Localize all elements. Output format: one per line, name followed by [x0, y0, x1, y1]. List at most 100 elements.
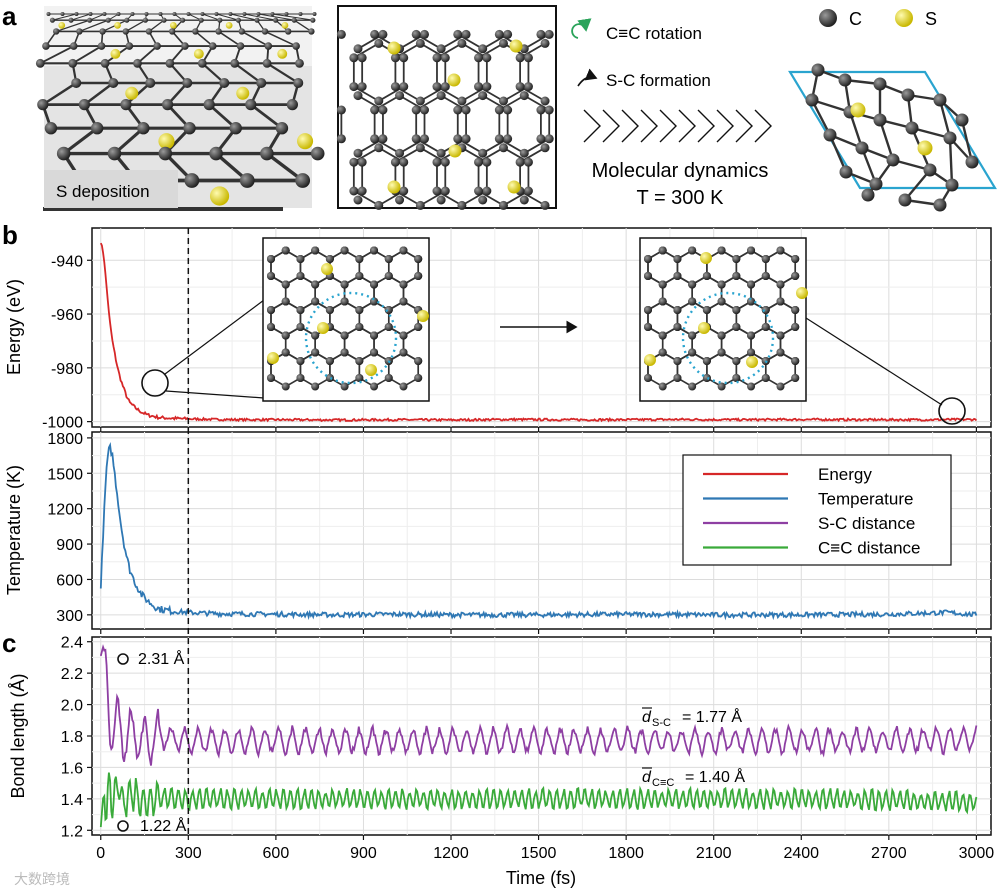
carbon-atom: [747, 348, 756, 357]
carbon-atom: [153, 42, 161, 50]
carbon-atom: [399, 280, 408, 289]
bond: [523, 94, 550, 111]
carbon-atom: [311, 280, 320, 289]
carbon-atom: [955, 113, 969, 127]
carbon-atom: [374, 143, 384, 153]
carbon-atom: [183, 122, 196, 135]
panel-letter-c: c: [2, 628, 16, 658]
sulfur-atom: [58, 21, 66, 29]
sc-mean-subscript: S-C: [652, 717, 671, 729]
bond: [218, 30, 241, 47]
sc-mean-label: d S-C = 1.77 Å: [642, 707, 742, 729]
carbon-atom: [861, 188, 875, 202]
carbon-atom: [97, 42, 106, 50]
bond: [83, 81, 115, 106]
carbon-atom: [498, 143, 508, 153]
bond: [249, 103, 283, 130]
carbon-atom: [478, 91, 488, 101]
carbon-atom: [923, 163, 937, 177]
sulfur-atom: [644, 354, 656, 366]
carbon-atom: [399, 348, 408, 357]
carbon-atom: [855, 141, 869, 155]
carbon-atom: [688, 331, 697, 340]
sulfur-atom: [796, 287, 808, 299]
legend-label: S-C distance: [818, 514, 915, 533]
carbon-atom: [432, 53, 442, 63]
carbon-atom: [370, 348, 379, 357]
bond: [353, 190, 380, 207]
carbon-atom: [702, 374, 711, 382]
bond: [42, 81, 77, 106]
carbon-atom: [340, 331, 349, 340]
carbon-atom: [415, 143, 425, 153]
carbon-atom: [399, 186, 409, 196]
carbon-atom: [357, 186, 367, 196]
carbon-atom: [68, 58, 78, 68]
carbon-atom: [78, 99, 90, 111]
carbon-atom: [544, 29, 554, 39]
carbon-atom: [776, 297, 785, 306]
carbon-atom: [340, 280, 349, 289]
carbon-atom: [658, 280, 667, 289]
legend: Energy Temperature S-C distance C≡C distanc…: [682, 454, 952, 566]
carbon-atom: [124, 17, 130, 23]
carbon-atom: [702, 357, 711, 365]
carbon-atom: [747, 382, 756, 391]
carbon-atom: [76, 28, 83, 35]
carbon-atom: [395, 148, 405, 158]
carbon-atom: [544, 105, 554, 115]
carbon-atom: [494, 105, 504, 115]
bond: [828, 134, 848, 173]
bond: [52, 13, 77, 21]
carbon-atom: [482, 53, 492, 63]
carbon-atom: [643, 255, 652, 263]
bond: [202, 13, 221, 21]
rotation-arrow-icon: [571, 18, 592, 39]
carbon-atom: [200, 12, 205, 16]
x-tick-label: 300: [175, 845, 202, 862]
carbon-atom: [478, 44, 488, 54]
bond: [960, 119, 974, 163]
carbon-atom: [519, 91, 529, 101]
carbon-atom: [688, 280, 697, 289]
carbon-atom: [411, 29, 421, 39]
carbon-atom: [474, 157, 484, 167]
carbon-atom: [395, 91, 405, 101]
carbon-legend-icon: [819, 9, 837, 27]
bond: [55, 19, 90, 33]
carbon-atom: [432, 157, 442, 167]
carbon-atom: [56, 146, 71, 161]
carbon-atom: [145, 77, 156, 88]
bond: [478, 190, 504, 207]
carbon-atom: [688, 297, 697, 306]
carbon-atom: [688, 246, 697, 255]
carbon-atom: [357, 53, 367, 63]
carbon-atom: [414, 357, 423, 365]
carbon-atom: [644, 272, 652, 280]
carbon-atom: [717, 348, 726, 357]
carbon-atom: [295, 58, 304, 68]
carbon-atom: [158, 146, 173, 161]
bond: [523, 33, 550, 50]
carbon-atom: [87, 17, 93, 23]
chevron-icon: [754, 109, 772, 143]
carbon-atom: [965, 155, 979, 169]
carbon-atom: [540, 200, 550, 210]
carbon-atom: [519, 195, 529, 205]
chevron-icon: [583, 109, 601, 143]
panel-letter-a: a: [2, 1, 17, 31]
carbon-atom: [702, 306, 711, 314]
carbon-atom: [296, 374, 305, 382]
chevron-icon: [697, 109, 715, 143]
carbon-atom: [340, 297, 349, 306]
carbon-atom: [399, 246, 408, 255]
carbon-atom: [353, 148, 363, 158]
legend-label: Energy: [818, 465, 872, 484]
cc-mean-subscript: C≡C: [652, 777, 674, 789]
carbon-atom: [286, 99, 298, 111]
carbon-atom: [144, 12, 149, 16]
rotation-label: C≡C rotation: [606, 24, 702, 43]
carbon-atom: [325, 357, 334, 365]
carbon-atom: [267, 272, 275, 280]
carbon-atom: [905, 121, 919, 135]
